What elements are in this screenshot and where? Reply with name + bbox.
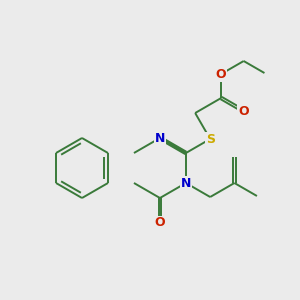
Text: O: O [216,68,226,80]
Text: S: S [206,133,215,146]
Text: O: O [238,104,249,118]
Text: N: N [155,131,165,145]
Text: N: N [181,176,191,190]
Text: O: O [154,217,165,230]
